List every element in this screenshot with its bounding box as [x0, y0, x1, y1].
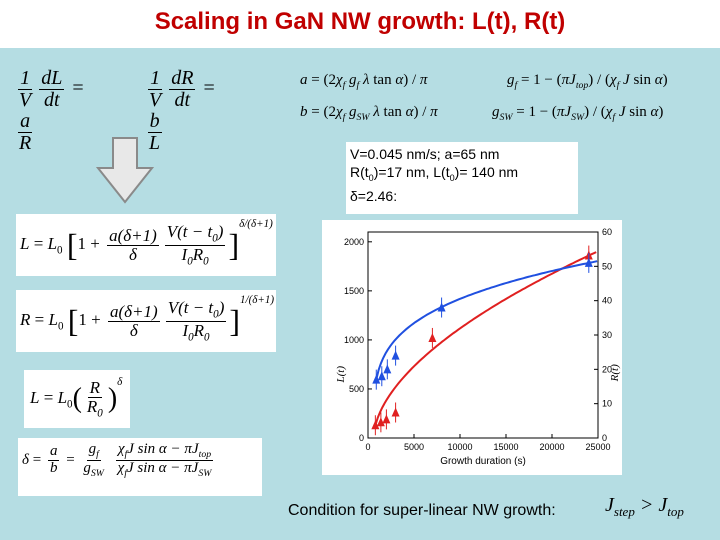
definition-gsw: gSW = 1 − (πJSW) / (χf J sin α) [492, 104, 664, 123]
slide-title: Scaling in GaN NW growth: L(t), R(t) [154, 8, 566, 35]
y-right-axis-label: R(t) [609, 364, 621, 382]
data-point-R [584, 257, 593, 267]
param-line-3: δ=2.46: [350, 187, 398, 204]
scaling-law-box: L = L0(R R0)δ [24, 370, 130, 428]
data-point-R [372, 374, 381, 384]
y-right-tick-label: 0 [602, 433, 607, 443]
y-left-tick-label: 1000 [344, 335, 364, 345]
x-axis-label: Growth duration (s) [440, 456, 526, 467]
fit-curve-R [375, 260, 598, 380]
y-left-tick-label: 1500 [344, 286, 364, 296]
y-left-axis-label: L(t) [335, 366, 347, 384]
x-tick-label: 0 [365, 442, 370, 452]
y-right-tick-label: 50 [602, 261, 612, 271]
data-point-L [391, 407, 400, 417]
param-line-1: V=0.045 nm/s; a=65 nm [350, 146, 500, 162]
plot-frame [367, 231, 599, 439]
y-right-tick-label: 20 [602, 364, 612, 374]
data-point-R [391, 350, 400, 360]
param-line-2: R(t0)=17 nm, L(t0)= 140 nm [350, 164, 519, 183]
growth-chart-svg: 0 5000 10000 15000 20000 25000050010001500200… [335, 227, 621, 467]
y-left-tick-label: 0 [359, 433, 364, 443]
solution-L: L = L0 [1 + a(δ+1) δ V(t − t0) I0R0]δ/(δ+1) [16, 214, 276, 276]
hollow-down-arrow-icon [96, 137, 154, 204]
y-left-tick-label: 2000 [344, 237, 364, 247]
x-tick-label: 15000 [493, 442, 518, 452]
condition-text: Condition for super-linear NW growth: [288, 502, 556, 519]
y-right-tick-label: 30 [602, 330, 612, 340]
x-tick-label: 5000 [404, 442, 424, 452]
definition-b: b = (2χf gSW λ tan α) / π [300, 104, 438, 123]
parameter-box: V=0.045 nm/s; a=65 nm R(t0)=17 nm, L(t0)… [346, 142, 578, 214]
x-tick-label: 10000 [447, 442, 472, 452]
x-tick-label: 20000 [539, 442, 564, 452]
x-tick-label: 25000 [585, 442, 610, 452]
data-point-L [371, 420, 380, 430]
definition-gf: gf = 1 − (πJtop) / (χf J sin α) [507, 72, 668, 91]
definition-a: a = (2χf gf λ tan α) / π [300, 72, 428, 91]
data-point-L [376, 417, 385, 427]
y-right-tick-label: 60 [602, 227, 612, 237]
data-point-L [428, 332, 437, 342]
data-point-R [437, 302, 446, 312]
growth-chart: 0 5000 10000 15000 20000 25000 0 500 1000 1500 200… [322, 220, 622, 475]
solution-R: R = L0 [1 + a(δ+1) δ V(t − t0) I0R0]1/(δ+1) [16, 290, 276, 352]
y-right-tick-label: 40 [602, 296, 612, 306]
condition-inequality: Jstep > Jtop [605, 494, 684, 519]
y-right-tick-label: 10 [602, 399, 612, 409]
data-point-R [383, 364, 392, 374]
y-left-tick-label: 500 [349, 384, 364, 394]
data-point-L [382, 414, 391, 424]
data-point-R [377, 371, 386, 381]
